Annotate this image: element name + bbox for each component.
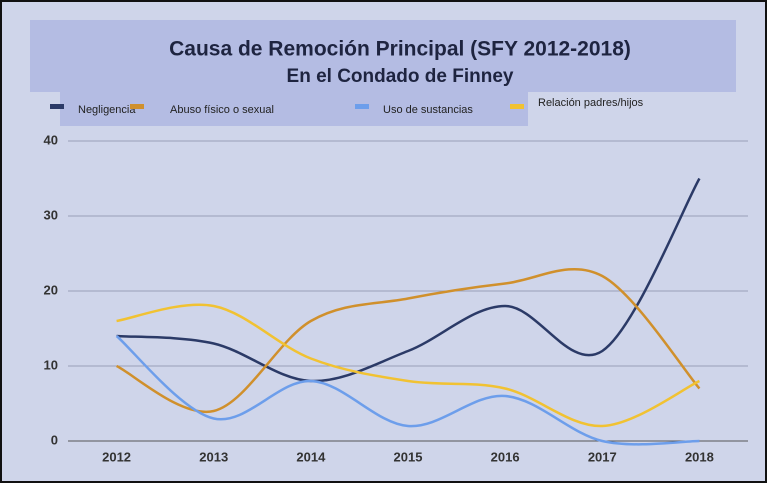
x-tick-label: 2015 (394, 449, 423, 464)
y-tick-label: 10 (44, 357, 58, 372)
legend-swatch (510, 104, 524, 109)
x-tick-label: 2016 (491, 449, 520, 464)
series-line (116, 177, 701, 383)
x-tick-label: 2012 (102, 449, 131, 464)
series-line (115, 335, 700, 446)
legend-swatch (130, 104, 144, 109)
y-tick-label: 0 (51, 432, 58, 447)
x-tick-label: 2017 (588, 449, 617, 464)
x-tick-label: 2013 (199, 449, 228, 464)
legend-label: Negligencia (78, 104, 136, 116)
y-tick-label: 40 (44, 132, 58, 147)
x-tick-label: 2018 (685, 449, 714, 464)
chart-subtitle: En el Condado de Finney (287, 66, 514, 87)
series-line (116, 303, 700, 428)
chart-title: Causa de Remoción Principal (SFY 2012-20… (169, 38, 631, 61)
legend-label: Uso de sustancias (383, 104, 473, 116)
series-line (116, 267, 701, 414)
y-tick-label: 20 (44, 282, 58, 297)
title-box (30, 20, 736, 92)
y-tick-label: 30 (44, 207, 58, 222)
legend-label: Abuso físico o sexual (170, 104, 274, 116)
legend-label: Relación padres/hijos (538, 97, 644, 109)
x-tick-label: 2014 (296, 449, 326, 464)
legend-swatch (355, 104, 369, 109)
legend-swatch (50, 104, 64, 109)
